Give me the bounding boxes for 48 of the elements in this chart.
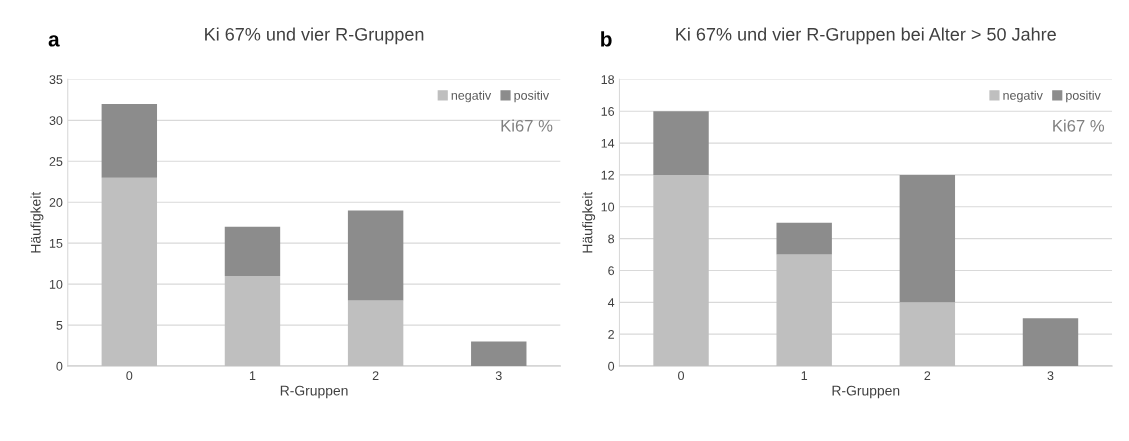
x-axis-title: R-Gruppen (280, 385, 348, 399)
legend-title: Ki67 % (1053, 119, 1105, 132)
chart-title: Ki 67% und vier R-Gruppen bei Alter > 50 Jahre (676, 27, 1056, 45)
x-tick-label: 2 (372, 371, 379, 380)
y-tick-label: 0 (608, 361, 615, 371)
y-tick-label: 8 (608, 234, 615, 244)
y-tick-label: 18 (601, 75, 615, 85)
y-tick-label: 0 (56, 361, 63, 371)
y-axis-title: Häufigkeit (30, 191, 44, 253)
x-tick-label: 0 (126, 371, 133, 381)
legend-label: negativ (451, 90, 492, 103)
y-tick-label: 25 (49, 157, 63, 166)
y-tick-label: 20 (49, 198, 63, 207)
y-tick-label: 10 (49, 279, 63, 289)
y-tick-label: 12 (601, 170, 614, 180)
y-tick-label: 6 (608, 266, 615, 276)
x-tick-label: 1 (801, 371, 808, 380)
bar (471, 341, 527, 367)
x-tick-label: 1 (249, 371, 256, 380)
chart-title: Ki 67% und vier R-Gruppen (205, 27, 424, 45)
legend-title: Ki67 % (501, 119, 553, 132)
legend-label: positiv (514, 90, 550, 103)
y-tick-label: 16 (601, 107, 615, 116)
x-axis-title: R-Gruppen (832, 385, 900, 399)
y-tick-label: 2 (608, 329, 614, 339)
x-tick-label: 2 (924, 371, 931, 380)
y-tick-label: 30 (49, 116, 63, 125)
y-tick-label: 4 (607, 298, 615, 307)
bar (776, 222, 832, 255)
y-tick-label: 35 (49, 75, 63, 85)
y-tick-label: 14 (601, 139, 615, 148)
bar (347, 210, 404, 301)
bar (1022, 318, 1079, 367)
x-tick-label: 0 (678, 371, 685, 381)
bar (101, 103, 158, 178)
bar (653, 111, 709, 175)
y-tick-label: 15 (49, 239, 63, 248)
legend-label: positiv (1066, 90, 1101, 103)
text: b (601, 31, 612, 47)
bar (899, 174, 956, 303)
bar (224, 226, 281, 276)
x-tick-label: 3 (1047, 371, 1054, 381)
y-tick-label: 10 (601, 202, 615, 212)
text: a (48, 35, 60, 47)
y-tick-label: 5 (56, 321, 63, 330)
legend-label: negativ (1003, 90, 1043, 103)
x-tick-label: 3 (495, 371, 502, 381)
y-axis-title: Häufigkeit (582, 191, 596, 253)
